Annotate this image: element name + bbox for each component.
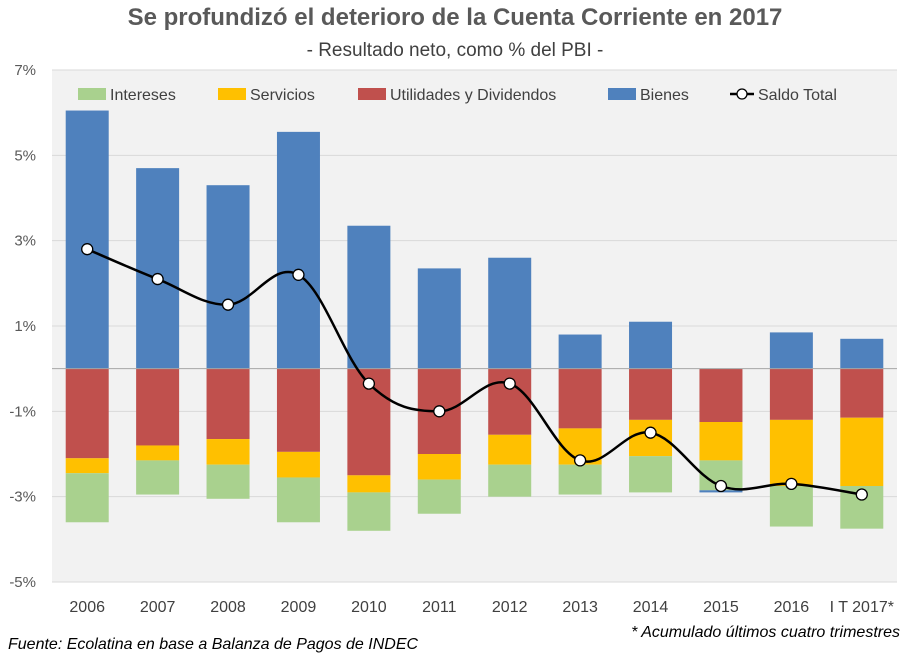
x-tick-label: 2008 [210, 599, 246, 616]
saldo-total-point [503, 377, 516, 390]
bar-servicios [206, 439, 250, 465]
bar-bienes [629, 321, 673, 369]
bar-utilidades-y-dividendos [699, 368, 743, 422]
bar-utilidades-y-dividendos [276, 368, 320, 452]
bar-servicios [65, 458, 109, 474]
bar-servicios [136, 445, 180, 461]
legend-swatch [218, 88, 246, 100]
source-note: Fuente: Ecolatina en base a Balanza de P… [8, 636, 419, 653]
x-tick-label: 2010 [351, 599, 387, 616]
legend: Intereses Servicios Utilidades y Dividendo… [78, 87, 837, 104]
bar-intereses [206, 464, 250, 499]
saldo-total-point [855, 488, 868, 501]
y-tick-label: -5% [9, 574, 36, 591]
y-tick-label: 1% [14, 318, 36, 335]
bar-intereses [629, 456, 673, 493]
bar-utilidades-y-dividendos [769, 368, 813, 420]
x-tick-label: 2015 [703, 599, 739, 616]
y-tick-label: -1% [9, 403, 36, 420]
x-tick-label: 2014 [633, 599, 669, 616]
bar-servicios [276, 451, 320, 478]
saldo-total-point [785, 477, 798, 491]
bar-servicios [840, 417, 884, 486]
saldo-total-point [362, 377, 376, 390]
x-tick-label: 2011 [422, 599, 457, 616]
bar-utilidades-y-dividendos [136, 368, 180, 446]
bar-servicios [699, 422, 743, 461]
legend-label: Utilidades y Dividendos [390, 87, 556, 104]
bar-utilidades-y-dividendos [629, 368, 673, 420]
bar-utilidades-y-dividendos [558, 368, 602, 429]
saldo-total-point [81, 243, 94, 256]
y-tick-label: -3% [9, 489, 36, 506]
bar-servicios [347, 475, 391, 493]
legend-swatch [78, 88, 106, 100]
saldo-total-point [714, 479, 728, 493]
x-tick-label: 2007 [140, 599, 176, 616]
chart-subtitle: - Resultado neto, como % del PBI - [306, 40, 604, 61]
bar-utilidades-y-dividendos [65, 368, 109, 459]
y-tick-label: 5% [14, 147, 36, 164]
saldo-total-point [151, 272, 164, 286]
legend-swatch [608, 88, 636, 100]
bar-utilidades-y-dividendos [206, 368, 250, 440]
x-tick-label: 2016 [774, 599, 810, 616]
legend-label: Bienes [640, 87, 689, 104]
bar-servicios [488, 434, 532, 465]
bar-bienes [488, 257, 532, 369]
bar-bienes [206, 185, 250, 369]
x-tick-label: 2009 [281, 599, 317, 616]
bar-bienes [347, 225, 391, 369]
bar-bienes [840, 338, 884, 369]
x-tick-label: 2012 [492, 599, 528, 616]
bar-bienes [276, 131, 320, 369]
y-tick-label: 7% [14, 62, 36, 79]
bar-intereses [417, 479, 461, 514]
chart-title: Se profundizó el deterioro de la Cuenta … [127, 4, 783, 31]
x-tick-label: I T 2017* [830, 599, 894, 616]
saldo-total-point [573, 454, 587, 467]
bar-intereses [347, 492, 391, 531]
saldo-total-point [644, 426, 657, 439]
bar-intereses [136, 460, 180, 495]
legend-label: Saldo Total [758, 87, 837, 104]
bar-bienes [136, 168, 180, 369]
legend-label: Servicios [250, 87, 315, 104]
footnote: * Acumulado últimos cuatro trimestres [631, 624, 900, 641]
saldo-total-point [221, 298, 235, 311]
bar-servicios [769, 419, 813, 486]
bar-intereses [558, 464, 602, 495]
bar-intereses [488, 464, 532, 497]
x-tick-label: 2006 [69, 599, 105, 616]
bar-intereses [769, 486, 813, 527]
saldo-total-point [292, 268, 305, 281]
x-tick-label: 2013 [562, 599, 598, 616]
bar-utilidades-y-dividendos [840, 368, 884, 418]
bar-intereses [276, 477, 320, 523]
saldo-total-point [433, 405, 446, 418]
bar-bienes [65, 110, 109, 369]
legend-swatch [358, 88, 386, 100]
y-tick-label: 3% [14, 233, 36, 250]
legend-marker-swatch [736, 88, 748, 100]
bar-bienes [769, 332, 813, 369]
bar-intereses [65, 473, 109, 523]
bar-bienes [558, 334, 602, 369]
bar-servicios [417, 454, 461, 480]
legend-label: Intereses [110, 87, 176, 104]
bar-bienes [417, 268, 461, 369]
